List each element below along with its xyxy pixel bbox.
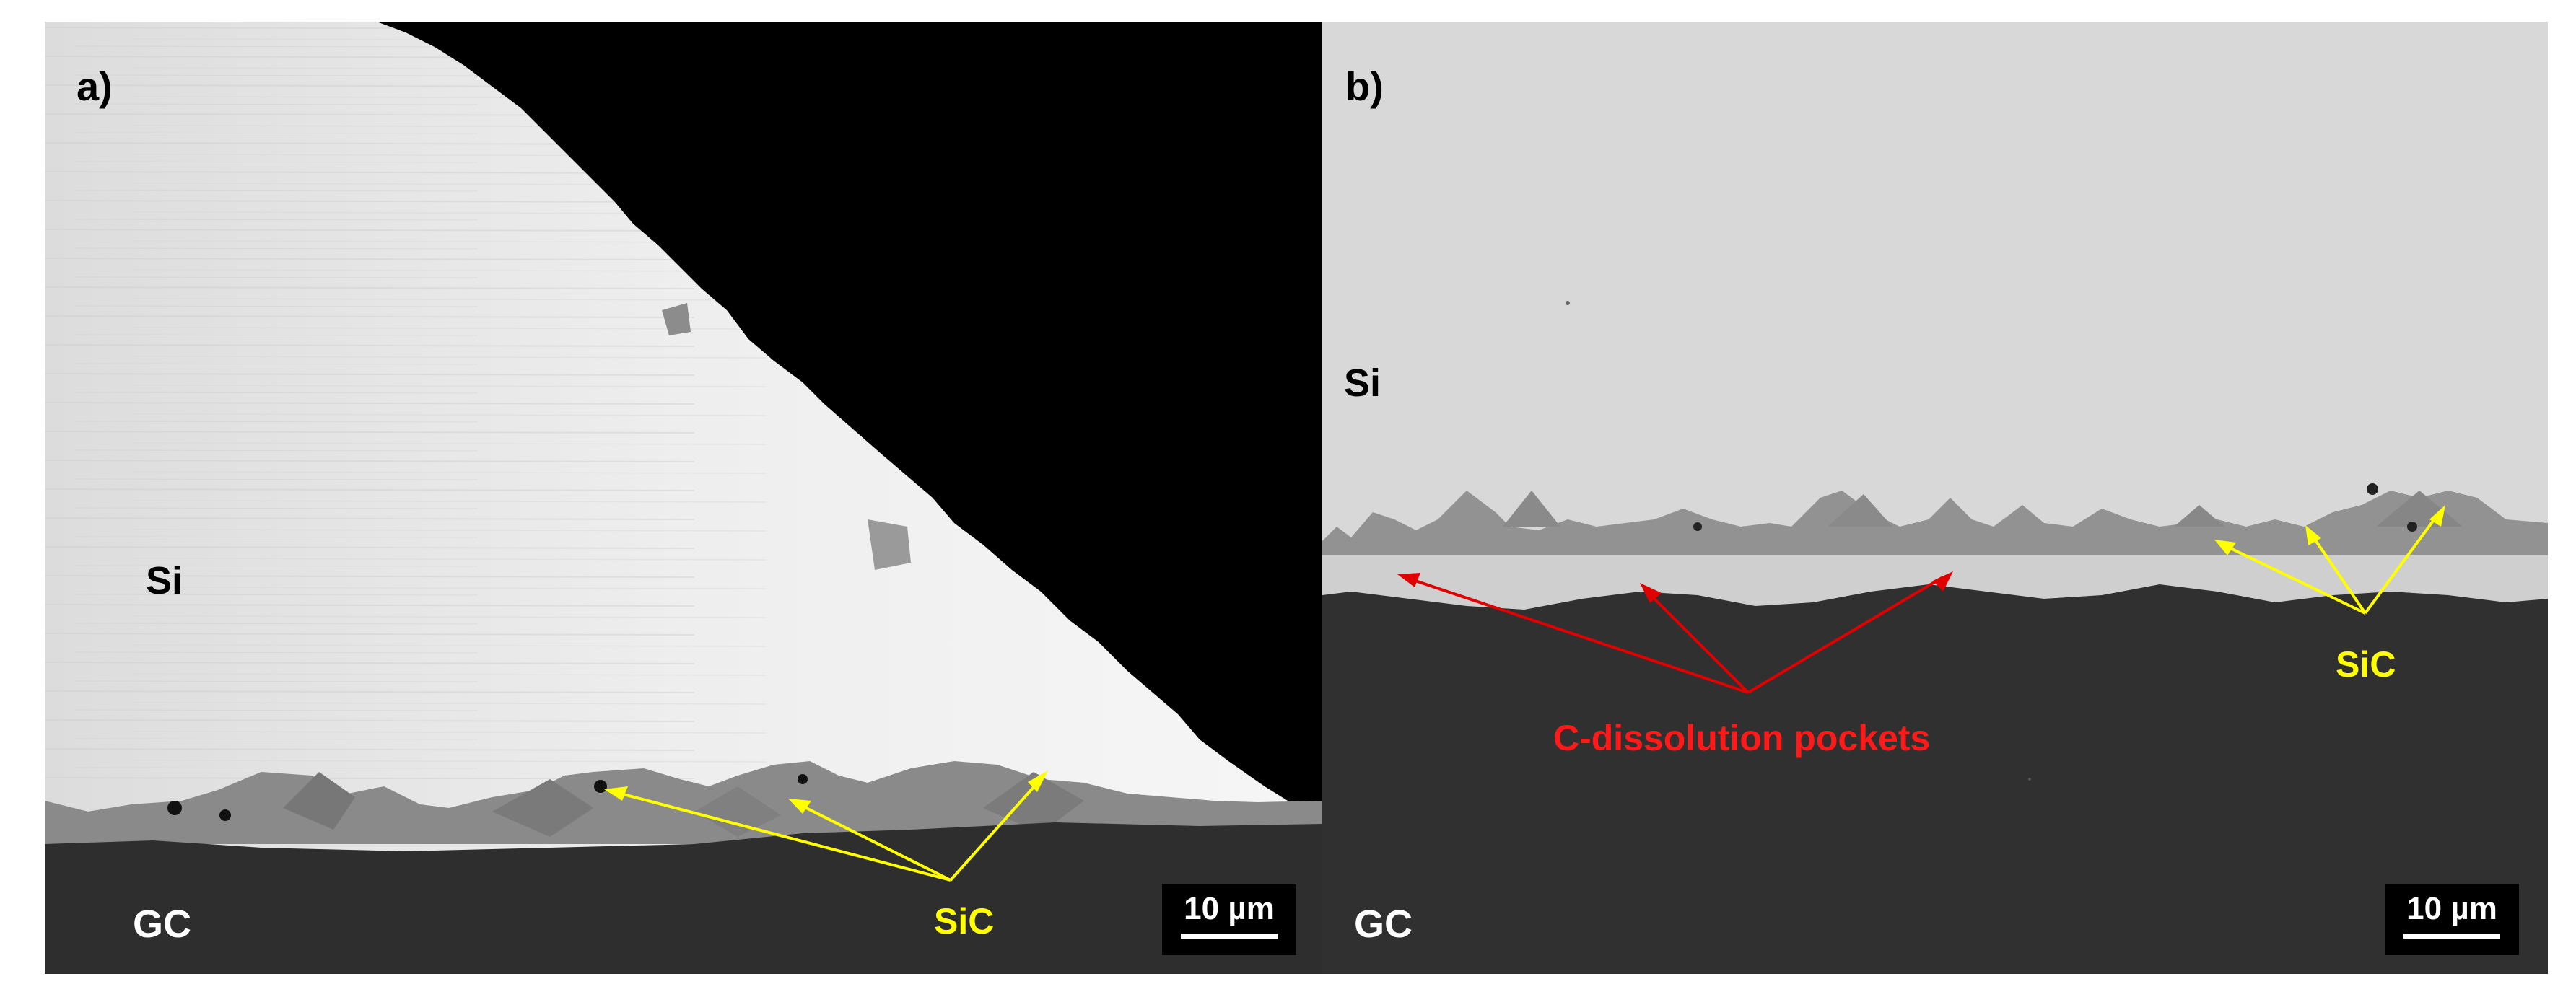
gc-substrate-a: [45, 822, 1322, 974]
scale-bar-a-line: [1181, 934, 1278, 939]
scale-bar-a: 10 µm: [1162, 884, 1296, 955]
gc-substrate-b: [1322, 584, 2548, 974]
scale-bar-b: 10 µm: [2385, 884, 2519, 955]
sic-layer-b: [1322, 491, 2548, 555]
gc-label-b: GC: [1354, 902, 1413, 946]
silicon-label-a: Si: [146, 559, 183, 602]
panel-b-image: [1322, 22, 2548, 974]
dissolution-arrows-b: [1397, 571, 1953, 694]
sic-arrows-a: [604, 770, 1048, 882]
panel-a-label: a): [77, 63, 113, 109]
micrograph-panel-b: b) Si GC SiC C-dissolution pockets 10 µm: [1322, 22, 2548, 974]
scale-bar-b-line: [2403, 934, 2500, 939]
micrograph-panel-a: a) Si GC SiC 10 µm: [45, 22, 1322, 974]
dissolution-label-b: C-dissolution pockets: [1553, 718, 1931, 758]
panel-b-label: b): [1345, 63, 1384, 109]
sic-label-a: SiC: [934, 901, 995, 941]
gc-label-a: GC: [133, 902, 191, 946]
sic-arrows-b: [2214, 505, 2445, 615]
panel-a-image: [45, 22, 1322, 974]
sic-label-b: SiC: [2336, 644, 2396, 685]
silicon-label-b: Si: [1344, 361, 1381, 405]
void-region-a: [377, 22, 1322, 807]
scale-bar-a-text: 10 µm: [1184, 891, 1275, 926]
scale-bar-b-text: 10 µm: [2406, 891, 2497, 926]
